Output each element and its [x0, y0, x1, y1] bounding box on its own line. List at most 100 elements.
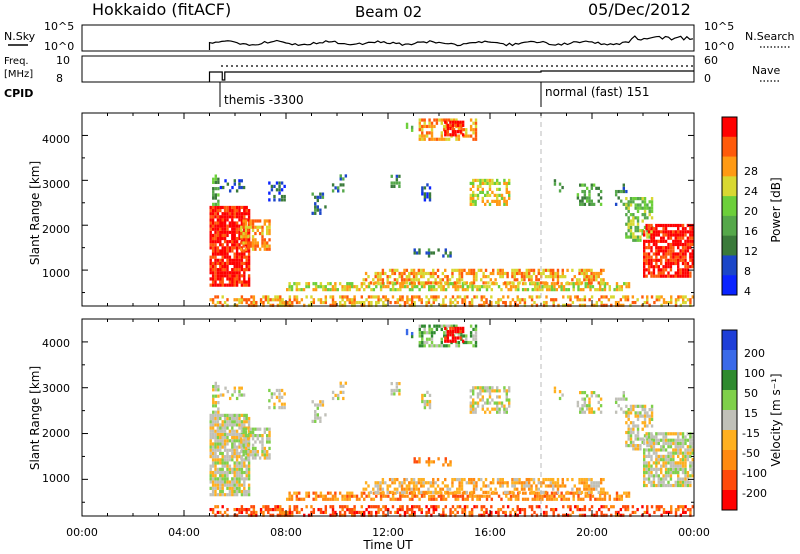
velocity-pixel [396, 487, 399, 491]
power-pixel [503, 199, 506, 203]
power-pixel [249, 219, 252, 223]
power-pixel [620, 189, 623, 194]
velocity-pixel [247, 464, 251, 468]
velocity-pixel [211, 470, 215, 475]
velocity-pixel [221, 439, 224, 443]
velocity-pixel [643, 421, 647, 425]
power-pixel [681, 271, 685, 275]
power-pixel [243, 208, 246, 213]
power-pixel [639, 238, 642, 242]
velocity-pixel [238, 436, 241, 440]
velocity-pixel [643, 411, 647, 415]
power-pixel [319, 211, 322, 215]
velocity-pixel [412, 481, 416, 485]
power-pixel [223, 283, 227, 287]
velocity-pixel [446, 336, 450, 340]
velocity-pixel [242, 427, 245, 431]
power-pixel [552, 303, 555, 307]
velocity-pixel [283, 402, 286, 406]
velocity-pixel [583, 505, 587, 509]
velocity-pixel [405, 487, 409, 491]
velocity-pixel [474, 334, 478, 338]
velocity-pixel [258, 433, 262, 438]
velocity-pixel [219, 429, 222, 433]
power-pixel [602, 295, 606, 299]
power-pixel [625, 203, 628, 207]
power-pixel [488, 184, 492, 189]
velocity-pixel [551, 487, 555, 491]
power-pixel [585, 268, 588, 272]
velocity-pixel [634, 414, 637, 418]
velocity-pixel [530, 487, 533, 491]
velocity-pixel [581, 404, 584, 408]
power-pixel [509, 288, 513, 292]
velocity-pixel [334, 510, 337, 515]
power-pixel [249, 225, 252, 229]
power-pixel [219, 240, 222, 244]
power-pixel [446, 133, 450, 137]
velocity-pixel [488, 494, 491, 498]
power-pixel [463, 268, 466, 272]
power-pixel [233, 182, 237, 186]
power-pixel [463, 295, 467, 299]
velocity-pixel [590, 481, 593, 485]
velocity-pixel [209, 493, 212, 497]
power-pixel [421, 186, 424, 190]
power-pixel [262, 303, 265, 307]
power-pixel [214, 215, 217, 219]
velocity-pixel [650, 464, 653, 468]
power-pixel [669, 252, 673, 256]
velocity-pixel [420, 494, 424, 498]
power-pixel [217, 187, 220, 191]
velocity-pixel [643, 510, 647, 515]
velocity-pixel [243, 423, 246, 427]
velocity-pixel [379, 491, 383, 495]
velocity-pixel [650, 411, 654, 415]
power-pixel [312, 288, 315, 292]
power-pixel [474, 137, 478, 141]
velocity-pixel [430, 337, 434, 341]
power-pixel [411, 285, 414, 289]
velocity-pixel [652, 467, 656, 471]
velocity-pixel [226, 513, 229, 517]
power-pixel [374, 295, 378, 299]
power-pixel [652, 239, 656, 243]
power-pixel [598, 298, 601, 302]
velocity-pixel [484, 386, 487, 390]
power-pixel [684, 300, 687, 305]
power-pixel [235, 227, 239, 231]
velocity-pixel [634, 437, 637, 441]
power-pixel [535, 303, 539, 307]
velocity-pixel [238, 477, 241, 481]
power-pixel [669, 223, 673, 228]
velocity-pixel [684, 448, 687, 452]
velocity-pixel [491, 386, 494, 390]
velocity-pixel [374, 513, 378, 517]
power-pixel [231, 212, 234, 216]
velocity-pixel [469, 404, 472, 408]
power-pixel [415, 295, 419, 299]
velocity-pixel [664, 461, 668, 465]
velocity-pixel [590, 487, 593, 491]
power-pixel [478, 303, 481, 307]
power-pixel [426, 183, 429, 187]
velocity-pixel [281, 513, 284, 517]
power-pixel [634, 229, 637, 233]
velocity-pixel [681, 451, 685, 455]
power-pixel [652, 274, 656, 278]
power-pixel [400, 271, 404, 276]
nsearch-label: N.Search [745, 30, 795, 43]
power-pixel [514, 288, 518, 292]
power-pixel [430, 134, 434, 138]
velocity-pixel [599, 490, 603, 495]
power-pixel [583, 268, 586, 272]
velocity-pixel [650, 448, 653, 452]
power-pixel [545, 282, 549, 286]
velocity-pixel [298, 491, 301, 495]
velocity-pixel [275, 388, 279, 393]
power-pixel [480, 303, 483, 307]
power-pixel [219, 271, 222, 275]
power-pixel [437, 285, 441, 289]
power-pixel [211, 274, 215, 278]
velocity-pixel [251, 430, 255, 434]
